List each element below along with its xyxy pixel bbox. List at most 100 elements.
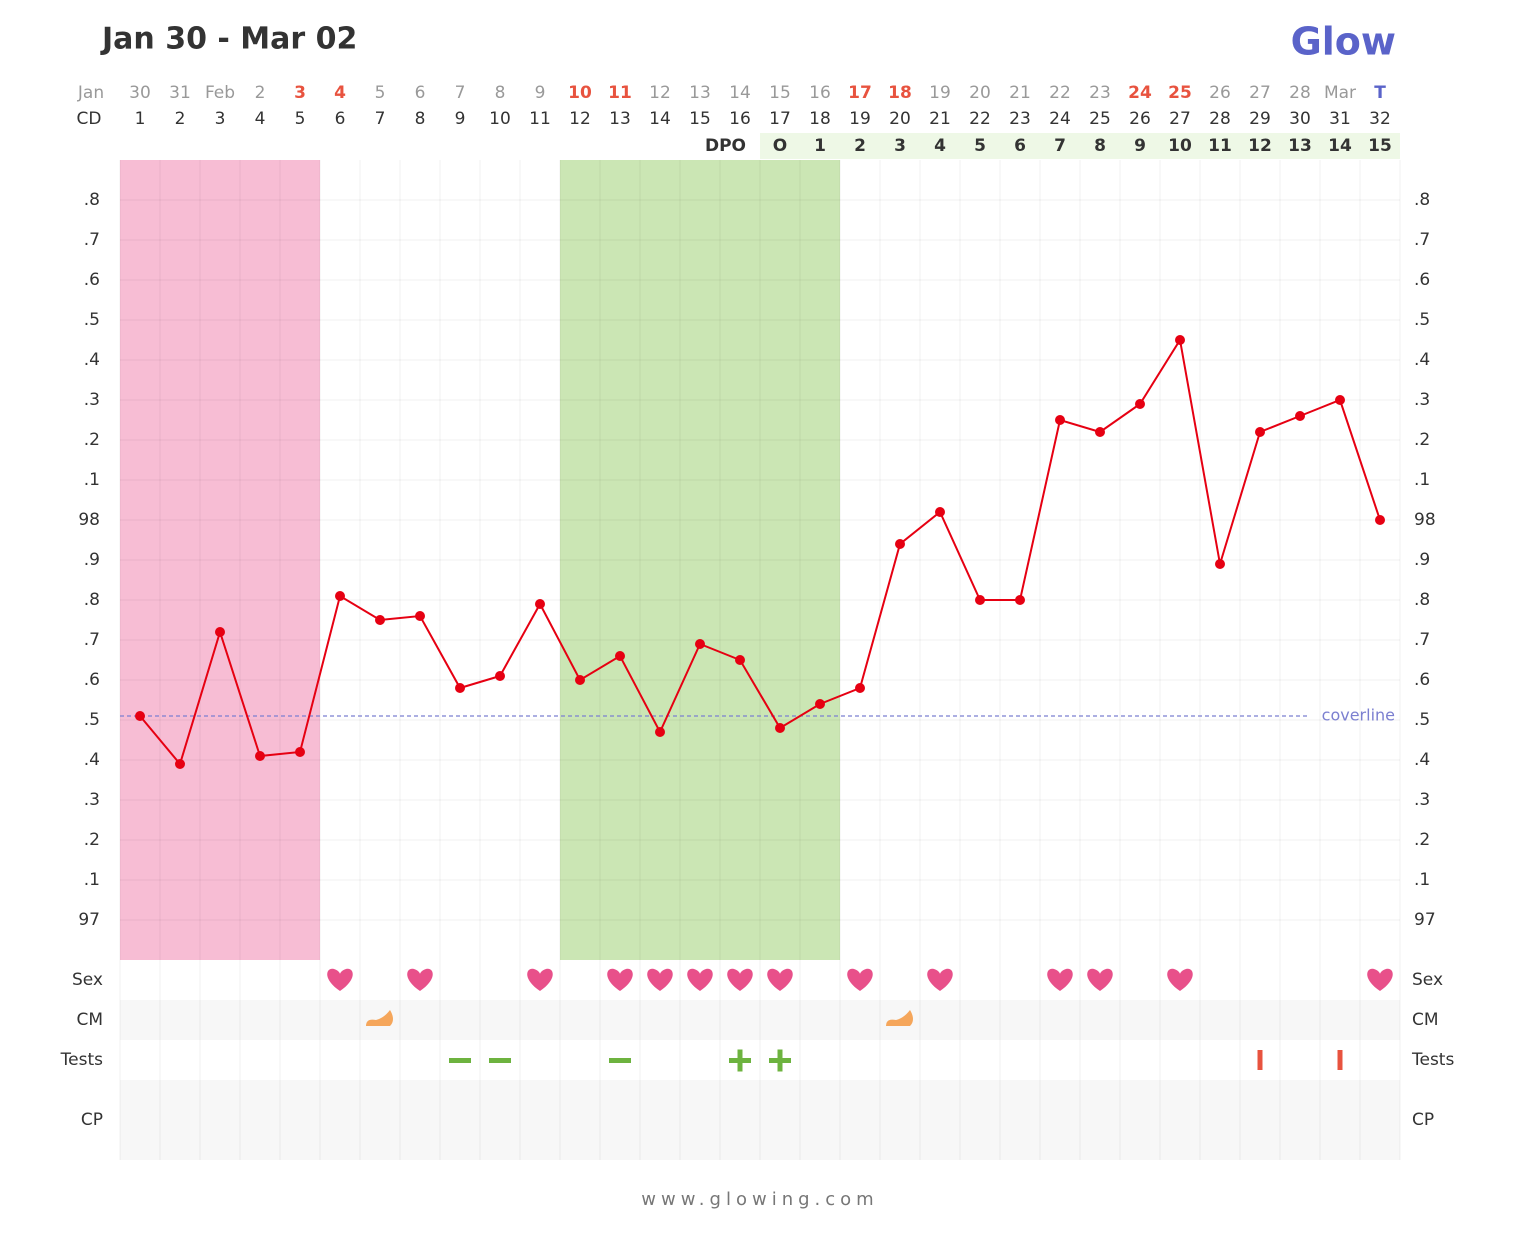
cd-label: 21 <box>929 109 951 129</box>
y-tick-label-right: .2 <box>1414 830 1430 850</box>
date-label: 3 <box>294 83 306 103</box>
temp-point <box>615 651 625 661</box>
temp-point <box>895 539 905 549</box>
test-preg <box>1257 1050 1263 1070</box>
heart-icon <box>327 968 353 991</box>
y-tick-label: .6 <box>84 270 100 290</box>
heart-icon <box>767 968 793 991</box>
heart-icon <box>1047 968 1073 991</box>
date-label: 14 <box>729 83 751 103</box>
period-span <box>120 160 320 960</box>
cd-label: 28 <box>1209 109 1231 129</box>
temp-point <box>335 591 345 601</box>
date-label: 15 <box>769 83 791 103</box>
temp-point <box>1135 399 1145 409</box>
test-pos <box>769 1049 791 1072</box>
date-label: 11 <box>608 83 632 103</box>
date-label: 12 <box>649 83 671 103</box>
temp-point <box>975 595 985 605</box>
temp-point <box>455 683 465 693</box>
row-label: CP <box>81 1110 103 1130</box>
date-label: 5 <box>375 83 386 103</box>
heart-icon <box>687 968 713 991</box>
cd-label: 9 <box>455 109 466 129</box>
y-tick-label: .2 <box>84 830 100 850</box>
row-label-right: CP <box>1412 1110 1434 1130</box>
heart-icon <box>1087 968 1113 991</box>
dpo-label: 15 <box>1368 136 1392 156</box>
date-label: Feb <box>205 83 235 103</box>
test-preg <box>1337 1050 1343 1070</box>
temp-point <box>935 507 945 517</box>
cd-label: 2 <box>175 109 186 129</box>
cd-label: 29 <box>1249 109 1271 129</box>
temp-line <box>139 337 1381 767</box>
row-label-right: Sex <box>1412 970 1443 990</box>
heart-icon <box>927 968 953 991</box>
temp-point <box>575 675 585 685</box>
y-tick-label-right: .9 <box>1414 550 1430 570</box>
cd-label: 20 <box>889 109 911 129</box>
y-tick-label: .9 <box>84 550 100 570</box>
coverline-label: coverline <box>1322 706 1395 725</box>
temp-point <box>375 615 385 625</box>
y-tick-label-right: .5 <box>1414 710 1430 730</box>
date-label: 17 <box>848 83 872 103</box>
fertile-span <box>560 160 840 960</box>
temp-point <box>295 747 305 757</box>
y-tick-label: .7 <box>84 230 100 250</box>
cd-label: 1 <box>135 109 146 129</box>
cd-label: 31 <box>1329 109 1351 129</box>
test-pos <box>729 1049 751 1072</box>
cd-label: 30 <box>1289 109 1311 129</box>
y-tick-label: .7 <box>84 630 100 650</box>
temp-point <box>1215 559 1225 569</box>
y-tick-label: 97 <box>78 910 100 930</box>
date-label: 16 <box>809 83 831 103</box>
temp-point <box>1055 415 1065 425</box>
cd-label: 8 <box>415 109 426 129</box>
heart-icon <box>607 968 633 991</box>
temp-point <box>775 723 785 733</box>
date-label: 22 <box>1049 83 1071 103</box>
y-tick-label-right: .5 <box>1414 310 1430 330</box>
y-tick-label-right: .2 <box>1414 430 1430 450</box>
temp-point <box>1095 427 1105 437</box>
temp-point <box>1375 515 1385 525</box>
test-neg <box>609 1058 631 1063</box>
footer: www.glowing.com <box>641 1189 878 1210</box>
dpo-label: 11 <box>1208 136 1232 156</box>
temp-point <box>495 671 505 681</box>
cd-label: 4 <box>255 109 266 129</box>
date-label: 28 <box>1289 83 1311 103</box>
y-tick-label: .4 <box>84 350 100 370</box>
cd-label: 13 <box>609 109 631 129</box>
heart-icon <box>407 968 433 991</box>
cd-label: 23 <box>1009 109 1031 129</box>
dpo-label: 10 <box>1168 136 1192 156</box>
cd-label: 22 <box>969 109 991 129</box>
date-label: 24 <box>1128 83 1152 103</box>
cm-icon <box>366 1010 393 1026</box>
cd-label: 19 <box>849 109 871 129</box>
y-tick-label-right: .6 <box>1414 670 1430 690</box>
dpo-label: 3 <box>894 136 906 156</box>
date-label: 6 <box>415 83 426 103</box>
row-label: Sex <box>72 970 103 990</box>
test-neg <box>449 1058 471 1063</box>
date-label: 13 <box>689 83 711 103</box>
y-tick-label-right: .1 <box>1414 870 1430 890</box>
y-tick-label-right: 98 <box>1414 510 1436 530</box>
dpo-label: O <box>773 136 787 156</box>
heart-icon <box>847 968 873 991</box>
y-tick-label: .2 <box>84 430 100 450</box>
cd-label: 14 <box>649 109 671 129</box>
row-label-right: Tests <box>1411 1050 1454 1070</box>
temp-point <box>655 727 665 737</box>
cd-label: 32 <box>1369 109 1391 129</box>
dpo-label: 14 <box>1328 136 1352 156</box>
temp-point <box>175 759 185 769</box>
temp-point <box>1175 335 1185 345</box>
row-bg <box>120 1080 1400 1160</box>
